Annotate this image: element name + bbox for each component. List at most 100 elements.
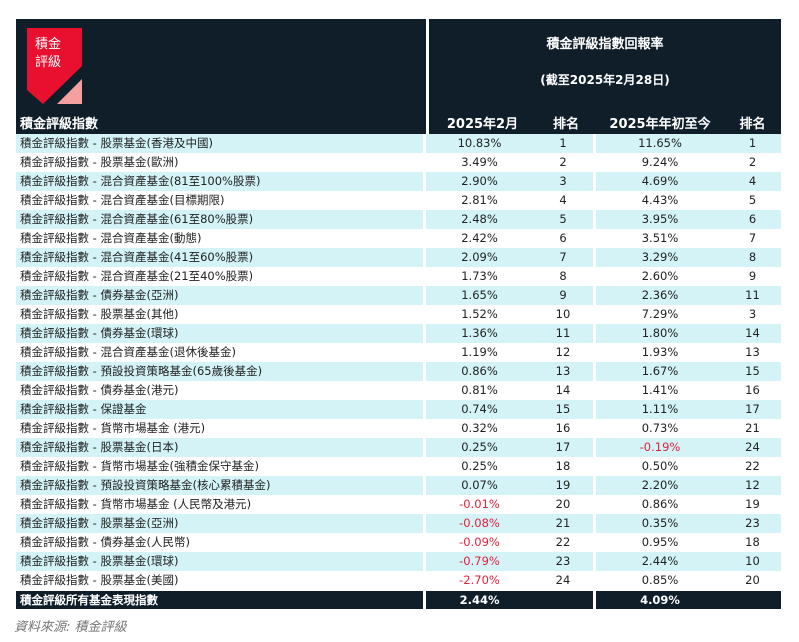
index-name: 積金評級指數 - 混合資產基金(61至80%股票): [16, 210, 424, 229]
index-name: 積金評級指數 - 預設投資策略基金(核心累積基金): [16, 476, 424, 495]
feb-rank: 23: [555, 554, 571, 568]
index-name: 積金評級指數 - 股票基金(香港及中國): [16, 134, 424, 153]
feb-rank: 22: [555, 535, 571, 549]
feb-rank: 4: [559, 193, 567, 207]
index-column-header: 積金評級指數: [20, 117, 99, 132]
feb-return: -0.09%: [459, 535, 500, 549]
header-right: 積金評級指數回報率 (截至2025年2月28日) 2025年2月 排名 2025…: [429, 19, 781, 134]
table-row: 積金評級指數 - 混合資產基金(61至80%股票) 2.48% 5 3.95% 6: [16, 210, 781, 229]
feb-rank: 9: [559, 288, 567, 302]
index-name: 積金評級指數 - 混合資產基金(目標期限): [20, 193, 225, 207]
feb-return: 0.25%: [461, 440, 498, 454]
ytd-return: 0.85%: [641, 573, 679, 587]
table-row: 積金評級指數 - 股票基金(環球) -0.79% 23 2.44% 10: [16, 552, 781, 571]
feb-return: 1.36%: [461, 326, 498, 340]
feb-return: 2.90%: [461, 174, 498, 188]
footer-name: 積金評級所有基金表現指數: [16, 591, 424, 609]
index-name: 積金評級指數 - 股票基金(亞洲): [16, 514, 424, 533]
svg-text:評級: 評級: [35, 55, 61, 70]
ytd-return: 1.93%: [641, 345, 679, 359]
table-row: 積金評級指數 - 股票基金(美國) -2.70% 24 0.85% 20: [16, 571, 781, 590]
index-name: 積金評級指數 - 股票基金(環球): [16, 552, 424, 571]
ytd-return: 11.65%: [638, 136, 682, 150]
ytd-rank: 3: [748, 307, 757, 321]
col-header-feb-rank: 排名: [552, 117, 579, 132]
ytd-rank: 16: [745, 383, 760, 397]
table-row: 積金評級指數 - 貨幣市場基金(強積金保守基金) 0.25% 18 0.50% 22: [16, 457, 781, 476]
ytd-return: 0.35%: [641, 516, 679, 530]
table-row: 積金評級指數 - 股票基金(日本) 0.25% 17 -0.19% 24: [16, 438, 781, 457]
returns-table: 積金 評級 積金評級指數 積金評級指數回報率 (截至2025年2月28日) 20…: [16, 19, 782, 609]
index-name: 積金評級指數 - 預設投資策略基金(65歲後基金): [16, 362, 424, 381]
ytd-return: 2.36%: [641, 288, 679, 302]
ytd-return: 4.69%: [641, 174, 679, 188]
table-row: 積金評級指數 - 股票基金(香港及中國) 10.83% 1 11.65% 1: [16, 134, 781, 153]
feb-rank: 16: [555, 421, 571, 435]
ytd-rank: 2: [748, 155, 757, 169]
feb-rank: 24: [555, 573, 571, 587]
svg-text:積金: 積金: [35, 36, 61, 52]
index-name: 積金評級指數 - 貨幣市場基金(強積金保守基金): [20, 459, 259, 473]
ytd-rank: 21: [745, 421, 760, 435]
table-body: 積金評級指數 - 股票基金(香港及中國) 10.83% 1 11.65% 1 積金評級指數…: [16, 134, 781, 590]
source-note: 資料來源: 積金評級: [14, 620, 127, 635]
ytd-return: 2.60%: [641, 269, 679, 283]
feb-return: 2.09%: [461, 250, 498, 264]
feb-return: 0.25%: [461, 459, 498, 473]
ytd-rank: 22: [745, 459, 760, 473]
ytd-rank: 19: [745, 497, 760, 511]
feb-return: 1.65%: [461, 288, 498, 302]
col-header-feb: 2025年2月: [446, 117, 519, 132]
feb-rank: 5: [559, 212, 567, 226]
feb-return: 2.48%: [461, 212, 498, 226]
index-name: 積金評級指數 - 股票基金(美國): [20, 573, 179, 587]
table-row: 積金評級指數 - 混合資產基金(退休後基金) 1.19% 12 1.93% 13: [16, 343, 781, 362]
feb-rank: 6: [559, 231, 567, 245]
feb-return: 2.81%: [461, 193, 498, 207]
table-row: 積金評級指數 - 混合資產基金(21至40%股票) 1.73% 8 2.60% 9: [16, 267, 781, 286]
feb-rank: 2: [559, 155, 567, 169]
mpf-ratings-logo-icon: 積金 評級: [27, 28, 82, 104]
ytd-return: 2.20%: [641, 478, 679, 492]
ytd-rank: 1: [748, 136, 757, 150]
table-subtitle: (截至2025年2月28日): [540, 73, 670, 87]
footer-ytd: 4.09%: [640, 593, 680, 607]
table-row: 積金評級指數 - 貨幣市場基金 (人民幣及港元) -0.01% 20 0.86% 19: [16, 495, 781, 514]
index-name: 積金評級指數 - 混合資產基金(81至100%股票): [16, 172, 424, 191]
table-row: 積金評級指數 - 混合資產基金(目標期限) 2.81% 4 4.43% 5: [16, 191, 781, 210]
ytd-rank: 17: [745, 402, 760, 416]
ytd-rank: 13: [745, 345, 760, 359]
index-name: 積金評級指數 - 混合資產基金(41至60%股票): [16, 248, 424, 267]
ytd-rank: 8: [748, 250, 757, 264]
ytd-return: 4.43%: [641, 193, 679, 207]
feb-rank: 8: [559, 269, 567, 283]
table-row: 積金評級指數 - 混合資產基金(動態) 2.42% 6 3.51% 7: [16, 229, 781, 248]
ytd-return: 1.80%: [641, 326, 679, 340]
table-row: 積金評級指數 - 股票基金(亞洲) -0.08% 21 0.35% 23: [16, 514, 781, 533]
index-name: 積金評級指數 - 混合資產基金(21至40%股票): [20, 269, 254, 283]
index-name: 積金評級指數 - 股票基金(歐洲): [20, 155, 179, 169]
feb-return: 1.73%: [461, 269, 498, 283]
feb-rank: 21: [555, 516, 571, 530]
feb-return: 0.86%: [461, 364, 498, 378]
feb-return: 3.49%: [461, 155, 498, 169]
index-name: 積金評級指數 - 債券基金(亞洲): [16, 286, 424, 305]
feb-return: -0.79%: [459, 554, 500, 568]
ytd-return: 3.51%: [641, 231, 679, 245]
feb-rank: 13: [555, 364, 571, 378]
ytd-rank: 4: [748, 174, 757, 188]
col-header-ytd: 2025年年初至今: [609, 117, 711, 132]
table-header: 積金 評級 積金評級指數 積金評級指數回報率 (截至2025年2月28日) 20…: [16, 19, 781, 134]
table-row: 積金評級指數 - 債券基金(環球) 1.36% 11 1.80% 14: [16, 324, 781, 343]
ytd-rank: 9: [748, 269, 757, 283]
col-header-ytd-rank: 排名: [739, 117, 766, 132]
ytd-rank: 20: [745, 573, 760, 587]
index-name: 積金評級指數 - 保證基金: [16, 400, 424, 419]
ytd-return: 0.95%: [641, 535, 679, 549]
ytd-rank: 18: [745, 535, 760, 549]
ytd-return: 3.95%: [641, 212, 679, 226]
ytd-rank: 24: [745, 440, 760, 454]
feb-return: 2.42%: [461, 231, 498, 245]
ytd-return: 3.29%: [641, 250, 679, 264]
feb-return: 0.07%: [461, 478, 498, 492]
